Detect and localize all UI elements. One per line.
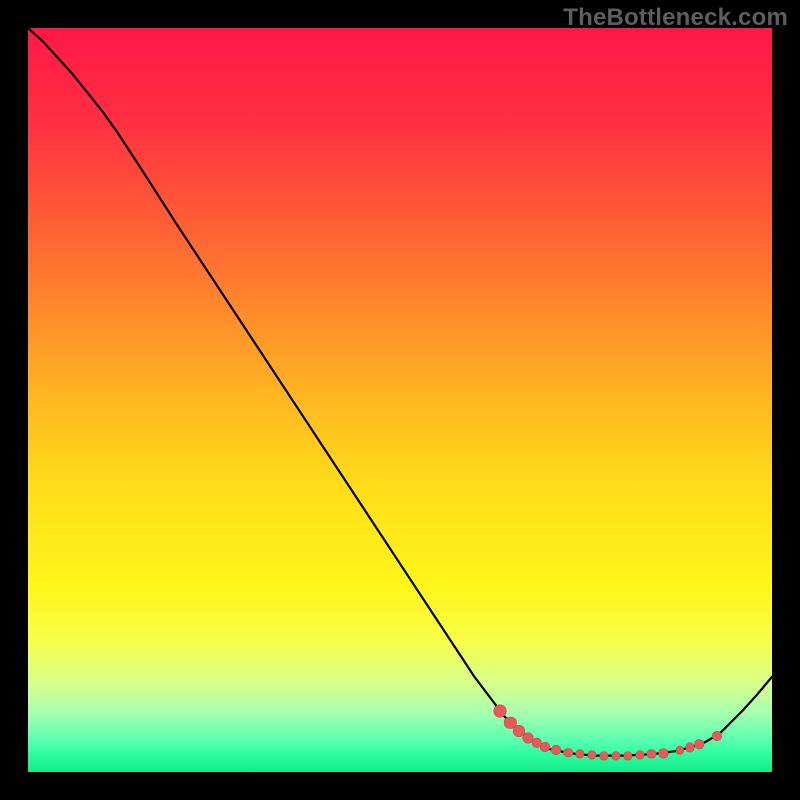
data-point-marker: [575, 750, 584, 759]
data-point-marker: [635, 750, 644, 759]
data-point-marker: [712, 731, 722, 741]
data-point-marker: [623, 751, 632, 760]
data-point-marker: [494, 704, 507, 717]
marker-layer: [28, 28, 772, 772]
data-point-marker: [563, 748, 573, 758]
plot-area: [28, 28, 772, 772]
data-point-marker: [587, 750, 596, 759]
data-point-marker: [551, 745, 561, 755]
data-point-marker: [659, 749, 668, 758]
data-point-marker: [647, 750, 656, 759]
data-point-marker: [694, 740, 704, 750]
data-point-marker: [676, 746, 684, 754]
data-point-marker: [540, 742, 550, 752]
data-point-marker: [611, 751, 620, 760]
data-point-marker: [599, 751, 608, 760]
chart-frame: TheBottleneck.com: [0, 0, 800, 800]
